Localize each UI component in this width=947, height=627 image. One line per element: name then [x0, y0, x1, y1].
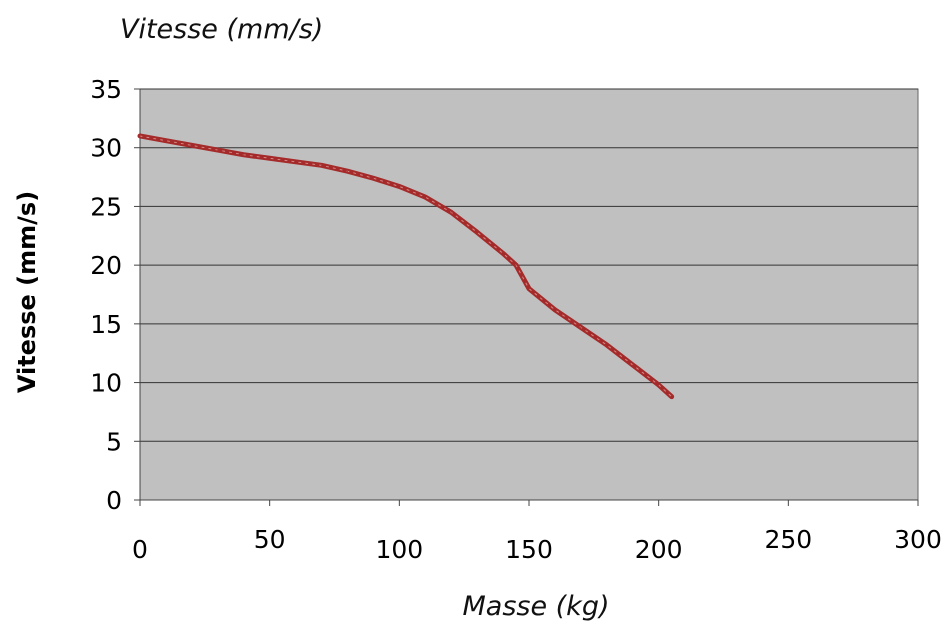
data-point: [502, 252, 504, 254]
data-point: [606, 344, 608, 346]
y-tick-label: 10: [90, 369, 122, 398]
series-group: [137, 133, 675, 400]
data-point: [346, 170, 348, 172]
data-point: [372, 177, 374, 179]
y-tick-label: 20: [90, 251, 122, 280]
data-point: [217, 149, 219, 151]
x-tick-label: 150: [505, 535, 553, 564]
data-point: [528, 288, 530, 290]
data-point: [398, 185, 400, 187]
data-point: [139, 135, 141, 137]
data-point: [476, 231, 478, 233]
grid-lines: [140, 88, 918, 442]
y-axis-label: Vitesse (mm/s): [13, 191, 41, 393]
data-point: [191, 144, 193, 146]
data-point: [269, 157, 271, 159]
x-tick-label: 0: [132, 535, 148, 564]
data-point: [295, 161, 297, 163]
y-tick-label: 5: [106, 427, 122, 456]
x-axis-label: Masse (kg): [462, 591, 609, 622]
data-point: [632, 364, 634, 366]
y-tick-label: 25: [90, 192, 122, 221]
x-tick-label: 100: [375, 535, 423, 564]
y-axis: 0 5 10 15 20 25 30 35: [90, 75, 141, 515]
y-tick-label: 0: [106, 486, 122, 515]
data-point: [671, 396, 673, 398]
data-point: [515, 264, 517, 266]
data-point: [580, 326, 582, 328]
x-tick-label: 200: [635, 535, 683, 564]
y-tick-label: 15: [90, 310, 122, 339]
x-tick-label: 300: [894, 525, 942, 554]
data-point: [554, 309, 556, 311]
x-tick-label: 250: [764, 525, 812, 554]
plot-area: [139, 88, 919, 501]
data-point: [243, 154, 245, 156]
x-axis: 0 50 100 150 200 250 300: [132, 499, 942, 564]
data-point: [658, 384, 660, 386]
chart-title: Vitesse (mm/s): [120, 14, 323, 45]
data-point: [450, 211, 452, 213]
data-point: [424, 196, 426, 198]
data-point: [165, 140, 167, 142]
x-tick-label: 50: [254, 525, 286, 554]
y-tick-label: 30: [90, 134, 122, 163]
data-point: [321, 164, 323, 166]
y-tick-label: 35: [90, 75, 122, 104]
